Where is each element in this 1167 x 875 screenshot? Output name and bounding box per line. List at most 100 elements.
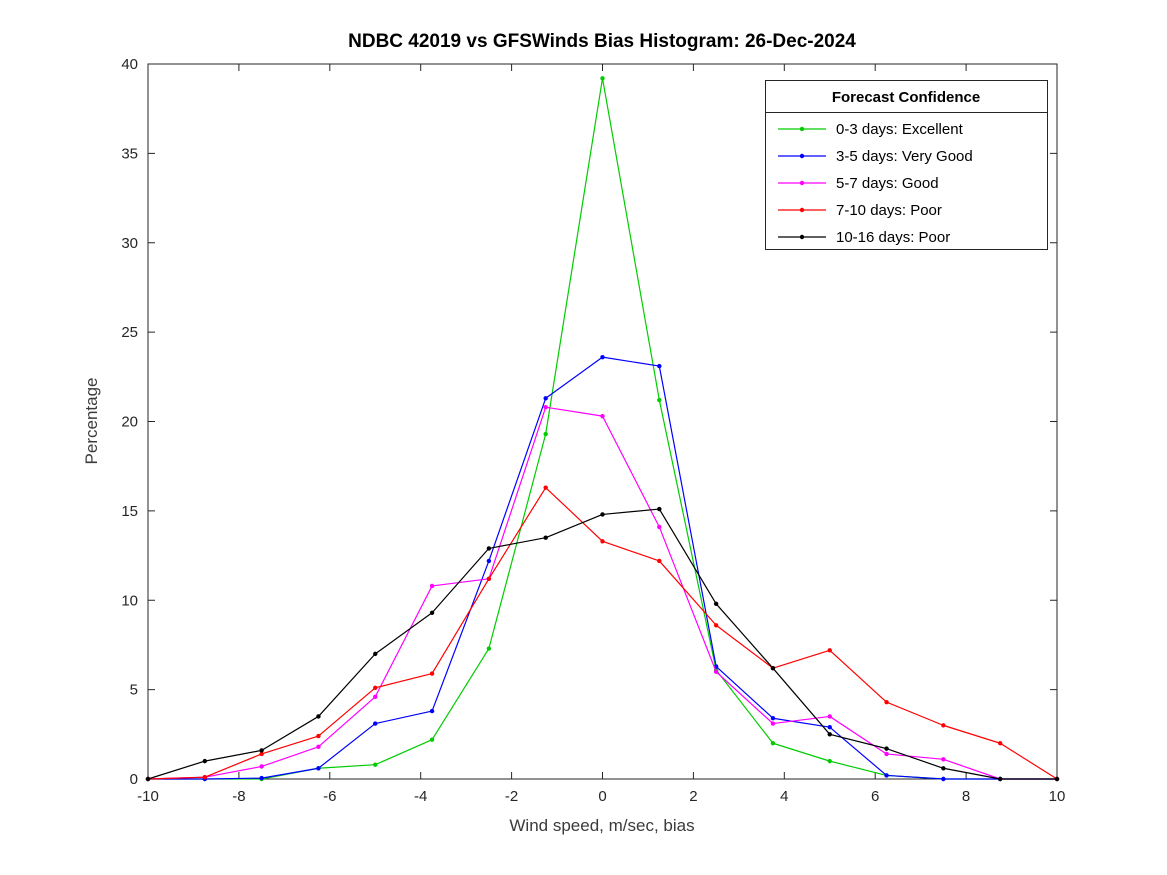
legend-item: 7-10 days: Poor bbox=[778, 202, 942, 219]
series-marker bbox=[543, 485, 548, 490]
series-marker bbox=[600, 354, 605, 360]
series-marker bbox=[145, 776, 151, 782]
series-marker bbox=[543, 431, 548, 437]
y-axis-label: Percentage bbox=[82, 378, 101, 465]
series-marker bbox=[997, 741, 1003, 746]
x-tick-label: 2 bbox=[689, 788, 697, 805]
series-marker bbox=[429, 671, 435, 676]
x-tick-label: -2 bbox=[505, 788, 518, 805]
series-marker bbox=[373, 721, 378, 726]
legend-item-label: 3-5 days: Very Good bbox=[836, 148, 973, 165]
series-marker bbox=[827, 724, 832, 730]
series-marker bbox=[486, 558, 492, 564]
series-marker bbox=[543, 535, 548, 540]
series-marker bbox=[770, 716, 776, 721]
y-tick-label: 15 bbox=[121, 503, 138, 520]
series-marker bbox=[997, 776, 1003, 782]
y-tick-label: 5 bbox=[130, 682, 138, 699]
series-marker bbox=[373, 685, 378, 691]
legend-title: Forecast Confidence bbox=[832, 89, 980, 106]
series-marker bbox=[486, 646, 492, 651]
x-tick-label: 6 bbox=[871, 788, 879, 805]
legend-marker-sample bbox=[799, 126, 805, 132]
y-tick-label: 40 bbox=[121, 56, 138, 73]
x-tick-label: -4 bbox=[414, 788, 427, 805]
series-marker bbox=[373, 694, 378, 699]
series-marker bbox=[259, 775, 264, 781]
x-tick-label: 0 bbox=[598, 788, 606, 805]
series-marker bbox=[600, 413, 605, 419]
legend-marker-sample bbox=[799, 153, 805, 159]
x-tick-label: 4 bbox=[780, 788, 788, 805]
legend-item: 3-5 days: Very Good bbox=[778, 148, 973, 165]
series-marker bbox=[941, 776, 946, 782]
series-line bbox=[147, 487, 1058, 780]
series-marker bbox=[657, 558, 662, 564]
series-marker bbox=[429, 737, 435, 742]
series-marker bbox=[373, 651, 378, 657]
series-marker bbox=[429, 708, 435, 714]
x-tick-label: 8 bbox=[962, 788, 970, 805]
x-tick-label: -8 bbox=[232, 788, 245, 805]
series-marker bbox=[884, 699, 889, 705]
legend-item: 5-7 days: Good bbox=[778, 175, 939, 192]
series-marker bbox=[486, 546, 492, 551]
series-line bbox=[147, 406, 1057, 780]
series-line bbox=[147, 508, 1057, 780]
series-marker bbox=[713, 669, 719, 674]
series-marker bbox=[827, 758, 832, 764]
series-marker bbox=[827, 648, 832, 653]
series-lines bbox=[145, 76, 1060, 782]
legend-items: 0-3 days: Excellent 3-5 days: Very Good 5-… bbox=[778, 121, 973, 246]
y-tick-label: 20 bbox=[121, 414, 138, 431]
series-marker bbox=[657, 363, 662, 369]
series-marker bbox=[657, 506, 662, 512]
legend-marker-sample bbox=[799, 207, 805, 213]
x-axis-label: Wind speed, m/sec, bias bbox=[509, 816, 694, 835]
series-marker bbox=[202, 758, 208, 764]
series-marker bbox=[202, 775, 208, 780]
legend-item-label: 0-3 days: Excellent bbox=[836, 121, 964, 138]
series-marker bbox=[884, 751, 889, 757]
chart-title: NDBC 42019 vs GFSWinds Bias Histogram: 2… bbox=[348, 31, 856, 52]
y-tick-label: 25 bbox=[121, 324, 138, 341]
series-marker bbox=[316, 714, 321, 719]
series-marker bbox=[884, 773, 889, 778]
series-marker bbox=[429, 610, 435, 615]
y-tick-label: 30 bbox=[121, 235, 138, 252]
series-marker bbox=[884, 746, 889, 751]
series-marker bbox=[429, 583, 435, 589]
legend: Forecast Confidence 0-3 days: Excellent 3… bbox=[765, 80, 1048, 250]
y-tick-label: 0 bbox=[130, 771, 138, 788]
series-marker bbox=[1054, 776, 1060, 782]
series-marker bbox=[259, 748, 264, 753]
series-marker bbox=[316, 744, 321, 750]
series-marker bbox=[713, 601, 719, 607]
series-marker bbox=[259, 764, 264, 769]
series-marker bbox=[827, 732, 832, 737]
x-tick-label: -10 bbox=[137, 788, 159, 805]
series-marker bbox=[770, 665, 776, 671]
y-tick-label: 35 bbox=[121, 145, 138, 162]
y-tick-label: 10 bbox=[121, 592, 138, 609]
series-marker bbox=[486, 576, 492, 581]
legend-item-label: 5-7 days: Good bbox=[836, 175, 939, 192]
series-marker bbox=[827, 714, 832, 719]
series-marker bbox=[770, 721, 776, 726]
series-marker bbox=[770, 741, 776, 746]
series-marker bbox=[259, 751, 264, 757]
legend-marker-sample bbox=[799, 234, 805, 240]
series-marker bbox=[657, 397, 662, 403]
legend-item-label: 10-16 days: Poor bbox=[836, 229, 950, 246]
series-marker bbox=[657, 524, 662, 530]
series-marker bbox=[713, 623, 719, 628]
legend-item: 0-3 days: Excellent bbox=[778, 121, 964, 138]
legend-item: 10-16 days: Poor bbox=[778, 229, 950, 246]
series-marker bbox=[941, 723, 946, 728]
series-marker bbox=[316, 766, 321, 771]
series-marker bbox=[316, 733, 321, 739]
legend-item-label: 7-10 days: Poor bbox=[836, 202, 942, 219]
x-tick-label: 10 bbox=[1049, 788, 1066, 805]
